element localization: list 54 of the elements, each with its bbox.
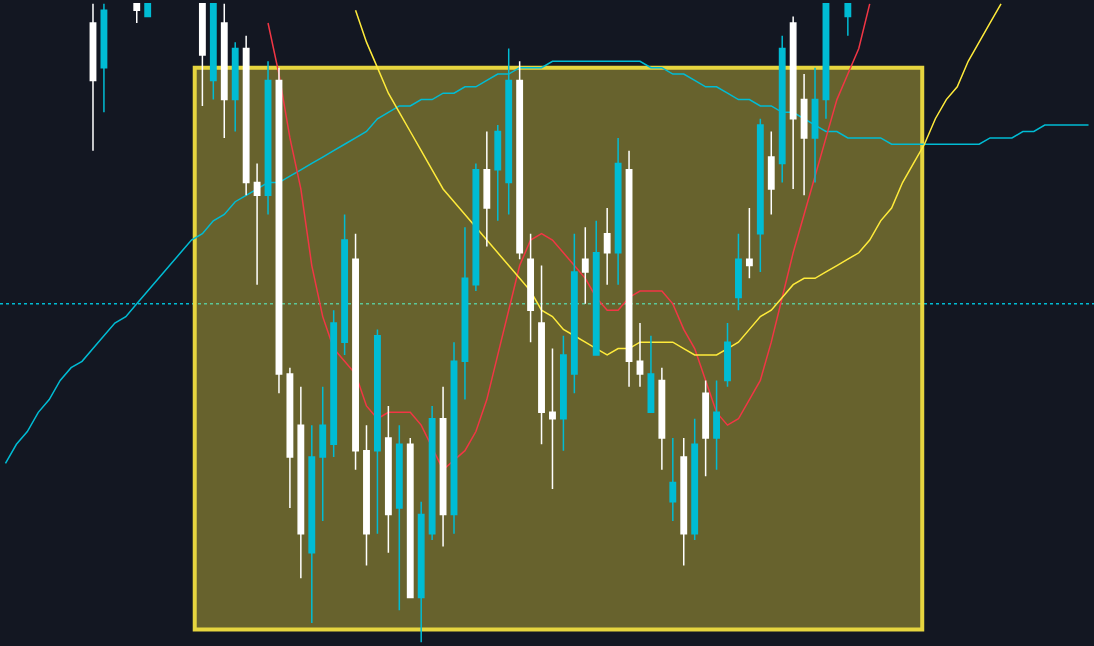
candlestick <box>89 3 97 152</box>
candlestick <box>330 309 338 458</box>
candlestick <box>811 66 819 184</box>
candlestick <box>702 379 710 477</box>
candlestick <box>745 207 753 280</box>
candlestick <box>494 124 502 222</box>
candlestick <box>713 379 720 471</box>
candlestick <box>691 418 699 541</box>
candlestick <box>581 226 589 305</box>
candlestick <box>352 232 359 471</box>
candlestick <box>614 137 622 286</box>
candlestick <box>253 162 261 286</box>
candlestick <box>538 264 545 446</box>
candlestick <box>647 335 655 414</box>
candlestick <box>559 335 567 452</box>
candlestick <box>144 3 152 18</box>
candlestick <box>527 232 535 343</box>
candlestick <box>363 424 370 567</box>
candlestick <box>209 3 217 101</box>
candlestick <box>297 386 305 580</box>
candlestick <box>100 3 108 114</box>
candlestick <box>625 149 633 388</box>
candlestick <box>428 405 436 541</box>
candlestick <box>133 3 141 24</box>
candlestick <box>198 3 206 107</box>
candlestick <box>603 207 611 286</box>
candlestick <box>374 328 381 535</box>
candlestick <box>319 386 327 522</box>
candlestick <box>800 73 808 197</box>
candlestick <box>439 386 447 548</box>
candlestick <box>844 3 852 37</box>
candlestick <box>483 130 491 248</box>
candlestick <box>516 60 524 260</box>
candlestick <box>384 405 392 554</box>
candlestick <box>636 322 644 388</box>
candlestick <box>680 437 688 567</box>
candlestick <box>231 41 239 133</box>
candlestick <box>395 424 403 611</box>
candlestick <box>406 437 414 599</box>
candlestick <box>417 500 425 643</box>
candlestick <box>767 130 775 216</box>
candlestick <box>549 347 556 490</box>
candlestick <box>789 15 797 190</box>
candlestick <box>756 117 764 273</box>
candlestick <box>658 366 666 471</box>
candlestick <box>472 162 480 292</box>
candlestick <box>242 35 250 197</box>
candlestick <box>286 366 294 509</box>
candlestick <box>220 3 228 139</box>
candlestick <box>724 322 731 388</box>
candlestick <box>308 424 316 624</box>
candlestick <box>450 341 458 535</box>
candlestick <box>669 437 677 522</box>
candlestick <box>822 3 830 120</box>
